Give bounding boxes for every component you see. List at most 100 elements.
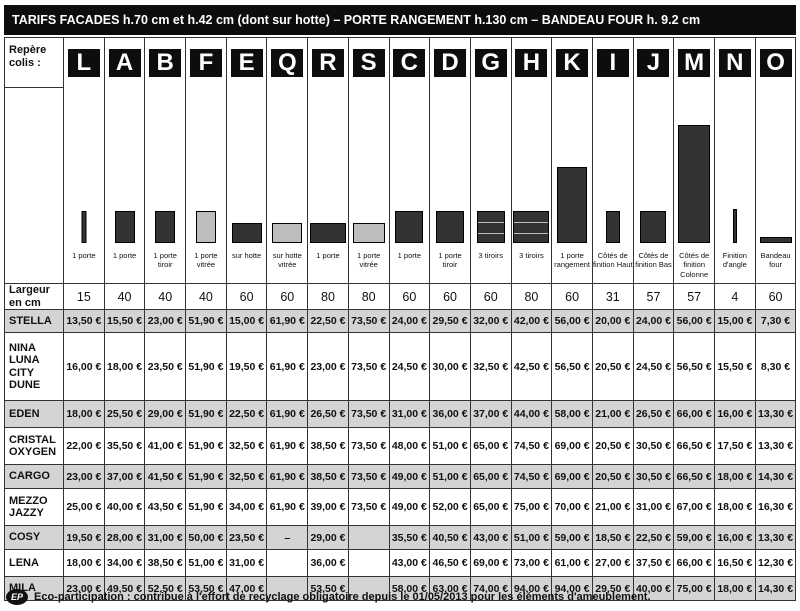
price-cell: 32,50 €	[225, 427, 268, 466]
price-cell: 74,50 €	[510, 464, 553, 490]
element-description: 1 porte tiroir	[438, 251, 462, 270]
price-cell: 61,90 €	[266, 427, 309, 466]
width-cell: 60	[469, 282, 512, 311]
illustration-area	[431, 93, 470, 243]
element-illustration: 1 porte tiroir	[429, 87, 471, 284]
package-letter: N	[718, 48, 751, 77]
price-cell: 15,50 €	[103, 309, 146, 334]
table-row: NINA LUNA CITY DUNE 16,00 €18,00 €23,50 €…	[4, 332, 797, 402]
price-cell: 51,90 €	[185, 488, 227, 527]
element-description: sur hotte vitrée	[272, 251, 302, 270]
price-cell: 73,50 €	[347, 309, 390, 334]
element-illustration: 1 porte	[307, 87, 349, 284]
price-cell: 15,00 €	[714, 309, 756, 334]
package-letter: B	[149, 48, 182, 77]
price-cell: 75,00 €	[510, 488, 553, 527]
element-shape	[81, 211, 87, 243]
table-row: COSY 19,50 €28,00 €31,00 €50,00 €23,50 € –…	[4, 525, 797, 551]
width-cell: 60	[388, 282, 431, 311]
column-header: D	[429, 37, 471, 88]
price-cell: 18,00 €	[714, 464, 756, 490]
model-name: STELLA	[4, 309, 64, 334]
package-letter: S	[352, 48, 385, 77]
price-cell: 18,00 €	[103, 332, 146, 402]
illustration-area	[227, 93, 266, 243]
illustration-area	[512, 93, 551, 243]
element-shape	[195, 211, 216, 243]
element-description: Bandeau four	[760, 251, 791, 270]
price-cell: 20,50 €	[591, 464, 634, 490]
price-cell: 18,00 €	[714, 488, 756, 527]
price-cell: 22,50 €	[225, 400, 268, 429]
model-name: EDEN	[4, 400, 64, 429]
illustration-area	[390, 93, 429, 243]
price-cell: 41,00 €	[144, 427, 187, 466]
price-cell: 12,30 €	[754, 549, 797, 578]
element-description: Finition d'angle	[722, 251, 747, 270]
price-cell: 56,00 €	[551, 309, 593, 334]
column-header: A	[103, 37, 146, 88]
price-cell: 22,50 €	[307, 309, 349, 334]
price-cell: 17,50 €	[714, 427, 756, 466]
element-description: Côtés de finition Haut	[592, 251, 633, 270]
column-header: K	[551, 37, 593, 88]
price-cell: 18,00 €	[63, 549, 105, 578]
price-cell: 38,50 €	[144, 549, 187, 578]
price-cell: 61,90 €	[266, 488, 309, 527]
price-cell: 43,00 €	[388, 549, 431, 578]
price-cell: 40,50 €	[429, 525, 471, 551]
price-cell: 15,50 €	[714, 332, 756, 402]
price-cell: 34,00 €	[225, 488, 268, 527]
element-description: 1 porte vitrée	[356, 251, 381, 270]
element-description: 1 porte	[112, 251, 137, 260]
price-cell: 30,50 €	[632, 427, 675, 466]
price-cell: 13,50 €	[63, 309, 105, 334]
element-shape	[352, 223, 385, 243]
price-cell: 94,00 €	[551, 576, 593, 602]
width-cell: 80	[347, 282, 390, 311]
price-cell: 63,00 €	[429, 576, 471, 602]
price-cell: 38,50 €	[307, 464, 349, 490]
blank-cell	[4, 87, 64, 284]
price-cell: 61,90 €	[266, 332, 309, 402]
illustration-area	[471, 93, 510, 243]
element-shape	[114, 211, 135, 243]
package-letter: Q	[271, 48, 304, 77]
price-cell: 18,00 €	[714, 576, 756, 602]
illustration-area	[349, 93, 388, 243]
package-letter: R	[311, 48, 344, 77]
width-cell: 40	[103, 282, 146, 311]
package-letter: J	[637, 48, 670, 77]
element-illustration: Côtés de finition Haut	[591, 87, 634, 284]
price-cell: 27,00 €	[591, 549, 634, 578]
element-illustration: 1 porte	[388, 87, 431, 284]
element-shape	[395, 211, 424, 243]
price-cell: 16,00 €	[714, 400, 756, 429]
price-cell: 73,50 €	[347, 400, 390, 429]
illustration-area	[105, 93, 144, 243]
column-header: B	[144, 37, 187, 88]
price-cell: 73,00 €	[510, 549, 553, 578]
illustration-area	[268, 93, 307, 243]
package-letter: M	[678, 48, 711, 77]
column-header: M	[673, 37, 715, 88]
price-cell: 16,00 €	[714, 525, 756, 551]
element-description: 3 tiroirs	[519, 251, 544, 260]
column-header: J	[632, 37, 675, 88]
price-cell: 32,50 €	[225, 464, 268, 490]
element-shape	[557, 167, 588, 243]
model-name: MEZZO JAZZY	[4, 488, 64, 527]
price-cell: 48,00 €	[388, 427, 431, 466]
package-letter: G	[474, 48, 507, 77]
element-illustration: Bandeau four	[754, 87, 797, 284]
price-cell: 74,00 €	[469, 576, 512, 602]
price-cell: 24,50 €	[388, 332, 431, 402]
price-cell: 56,50 €	[673, 332, 715, 402]
price-cell: 67,00 €	[673, 488, 715, 527]
package-letter: I	[596, 48, 629, 77]
illustration-area	[756, 93, 795, 243]
element-description: sur hotte	[232, 251, 262, 260]
price-cell: 75,00 €	[673, 576, 715, 602]
package-letter: K	[556, 48, 589, 77]
